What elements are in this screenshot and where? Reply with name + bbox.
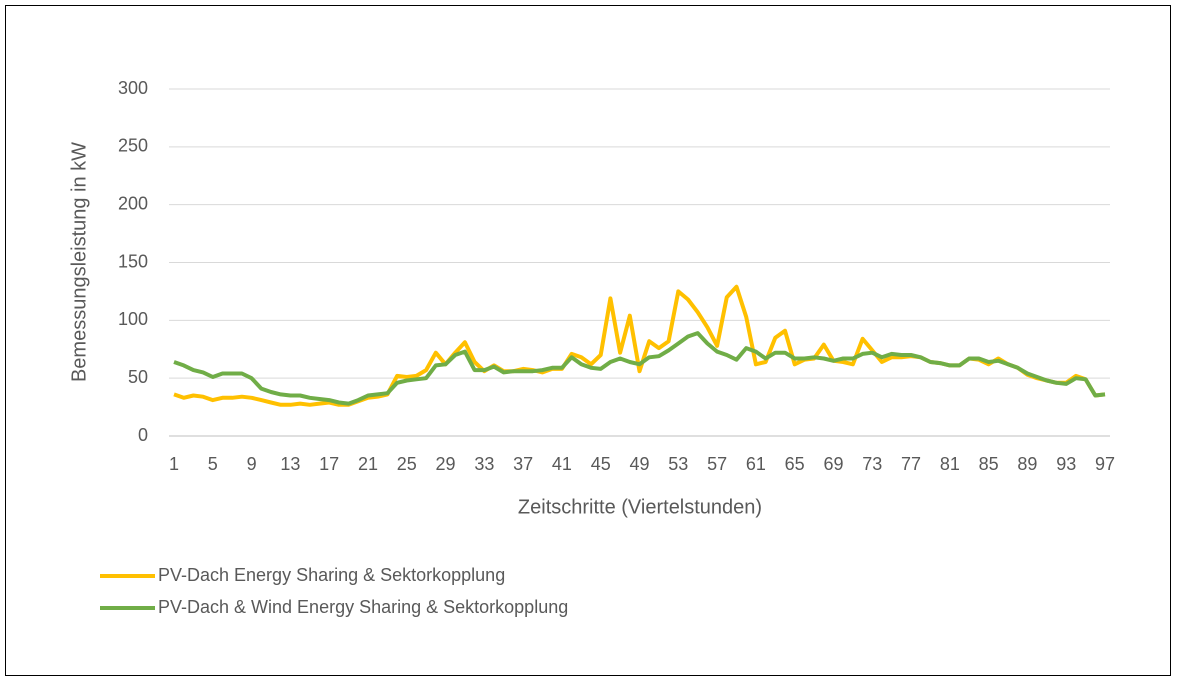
x-tick-label: 45 [591,454,611,474]
x-tick-label: 81 [940,454,960,474]
x-tick-label: 77 [901,454,921,474]
x-tick-label: 9 [247,454,257,474]
chart-frame [5,5,1171,676]
x-tick-label: 21 [358,454,378,474]
x-tick-label: 13 [280,454,300,474]
x-tick-label: 65 [785,454,805,474]
legend-label: PV-Dach & Wind Energy Sharing & Sektorko… [158,597,568,617]
x-tick-label: 85 [979,454,999,474]
x-tick-label: 53 [668,454,688,474]
legend-label: PV-Dach Energy Sharing & Sektorkopplung [158,565,505,585]
grid [169,88,1110,437]
x-tick-label: 41 [552,454,572,474]
y-tick-label: 300 [118,78,148,98]
y-tick-label: 100 [118,309,148,329]
series-line [173,331,1106,406]
x-tick-label: 57 [707,454,727,474]
x-tick-label: 37 [513,454,533,474]
y-tick-label: 50 [128,367,148,387]
x-tick-label: 73 [862,454,882,474]
x-tick-label: 29 [436,454,456,474]
x-tick-label: 49 [629,454,649,474]
y-tick-label: 0 [138,425,148,445]
x-tick-label: 5 [208,454,218,474]
x-tick-label: 69 [823,454,843,474]
y-axis-label: Bemessungsleistung in kW [68,142,90,382]
x-tick-label: 1 [169,454,179,474]
x-tick-label: 97 [1095,454,1115,474]
plot [173,284,1106,407]
x-tick-label: 25 [397,454,417,474]
y-tick-label: 250 [118,136,148,156]
x-tick-label: 93 [1056,454,1076,474]
y-tick-label: 150 [118,251,148,271]
x-tick-label: 89 [1017,454,1037,474]
x-axis-label: Zeitschritte (Viertelstunden) [518,496,762,518]
x-tick-label: 33 [474,454,494,474]
y-tick-label: 200 [118,193,148,213]
x-tick-label: 17 [319,454,339,474]
x-tick-label: 61 [746,454,766,474]
